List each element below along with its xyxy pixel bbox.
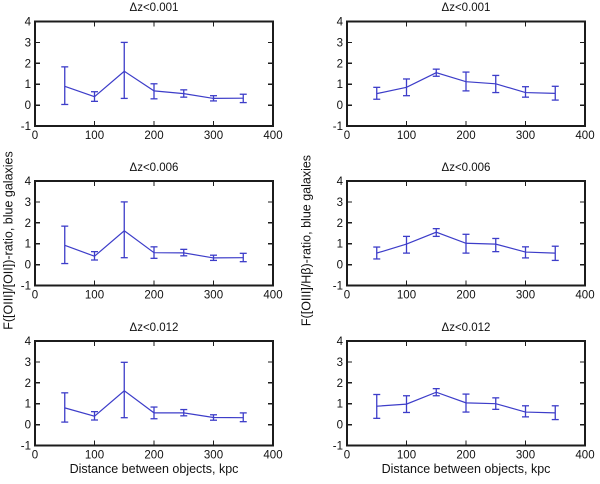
y-tick-label: 0 <box>337 420 343 432</box>
x-tick-label: 0 <box>344 130 350 142</box>
x-tick-label: 100 <box>397 450 416 462</box>
x-tick-label: 300 <box>516 290 535 302</box>
x-tick-label: 100 <box>85 130 104 142</box>
y-tick-label: -1 <box>21 441 31 453</box>
y-tick-label: 0 <box>337 260 343 272</box>
subplot-title-right-bottom: Δz<0.012 <box>441 322 491 334</box>
x-tick-label: 400 <box>575 130 594 142</box>
y-tick-label: 3 <box>337 197 343 209</box>
x-tick-label: 100 <box>397 130 416 142</box>
y-tick-label: 4 <box>25 176 32 188</box>
subplot-title-left-top: Δz<0.001 <box>129 2 179 14</box>
y-tick-label: 1 <box>25 399 31 411</box>
y-tick-label: 2 <box>337 58 343 70</box>
y-tick-label: 4 <box>337 336 344 348</box>
y-tick-label: 4 <box>25 336 32 348</box>
x-tick-label: 400 <box>263 130 282 142</box>
y-tick-label: -1 <box>333 121 343 133</box>
x-tick-label: 400 <box>575 450 594 462</box>
y-tick-label: 4 <box>337 17 344 29</box>
x-tick-label: 100 <box>85 450 104 462</box>
x-tick-label: 100 <box>85 290 104 302</box>
y-tick-label: 0 <box>25 100 31 112</box>
y-tick-label: 4 <box>25 17 32 29</box>
x-tick-label: 200 <box>456 130 475 142</box>
x-tick-label: 200 <box>144 130 163 142</box>
data-series-line <box>376 231 556 254</box>
y-tick-label: 0 <box>25 420 31 432</box>
subplot-title-right-top: Δz<0.001 <box>441 2 491 14</box>
y-tick-label: 0 <box>337 100 343 112</box>
y-tick-label: -1 <box>333 441 343 453</box>
y-axis-label-left-column: F([OIII]/[OII])-ratio, blue galaxies <box>1 151 16 330</box>
y-axis-label-right-column: F([OIII]/Hβ)-ratio, blue galaxies <box>299 154 314 327</box>
x-tick-label: 300 <box>516 450 535 462</box>
x-tick-label: 200 <box>456 450 475 462</box>
y-tick-label: -1 <box>21 121 31 133</box>
y-tick-label: 0 <box>25 260 31 272</box>
y-tick-label: 1 <box>25 79 31 91</box>
x-tick-label: 400 <box>263 450 282 462</box>
data-series-line <box>64 229 244 259</box>
y-tick-label: 1 <box>25 239 31 251</box>
x-tick-label: 400 <box>263 290 282 302</box>
y-tick-label: 3 <box>25 197 31 209</box>
x-tick-label: 0 <box>32 450 38 462</box>
x-tick-label: 0 <box>344 290 350 302</box>
y-tick-label: 3 <box>25 357 31 369</box>
subplot-title-right-middle: Δz<0.006 <box>441 162 491 174</box>
data-series-line <box>376 72 556 95</box>
x-tick-label: 200 <box>144 290 163 302</box>
x-tick-label: 300 <box>204 450 223 462</box>
x-axis-label-right-column: Distance between objects, kpc <box>381 462 551 476</box>
x-tick-label: 0 <box>344 450 350 462</box>
y-tick-label: 2 <box>25 378 31 390</box>
y-tick-label: 2 <box>337 218 343 230</box>
y-tick-label: 4 <box>337 176 344 188</box>
y-tick-label: 2 <box>25 218 31 230</box>
y-tick-label: 3 <box>25 37 31 49</box>
y-tick-label: 3 <box>337 357 343 369</box>
x-tick-label: 300 <box>204 130 223 142</box>
y-tick-label: 2 <box>337 378 343 390</box>
x-tick-label: 300 <box>204 290 223 302</box>
y-tick-label: -1 <box>21 281 31 293</box>
y-tick-label: -1 <box>333 281 343 293</box>
x-tick-label: 300 <box>516 130 535 142</box>
data-series-line <box>64 70 244 100</box>
x-tick-label: 400 <box>575 290 594 302</box>
x-axis-label-left-column: Distance between objects, kpc <box>69 462 239 476</box>
subplot-title-left-middle: Δz<0.006 <box>129 162 179 174</box>
x-tick-label: 200 <box>144 450 163 462</box>
data-series-line <box>64 389 244 419</box>
y-tick-label: 1 <box>337 239 343 251</box>
y-tick-label: 1 <box>337 79 343 91</box>
y-tick-label: 1 <box>337 399 343 411</box>
x-tick-label: 100 <box>397 290 416 302</box>
y-tick-label: 3 <box>337 37 343 49</box>
x-tick-label: 0 <box>32 130 38 142</box>
y-tick-label: 2 <box>25 58 31 70</box>
data-series-line <box>376 391 556 414</box>
subplot-title-left-bottom: Δz<0.012 <box>129 322 179 334</box>
x-tick-label: 200 <box>456 290 475 302</box>
x-tick-label: 0 <box>32 290 38 302</box>
